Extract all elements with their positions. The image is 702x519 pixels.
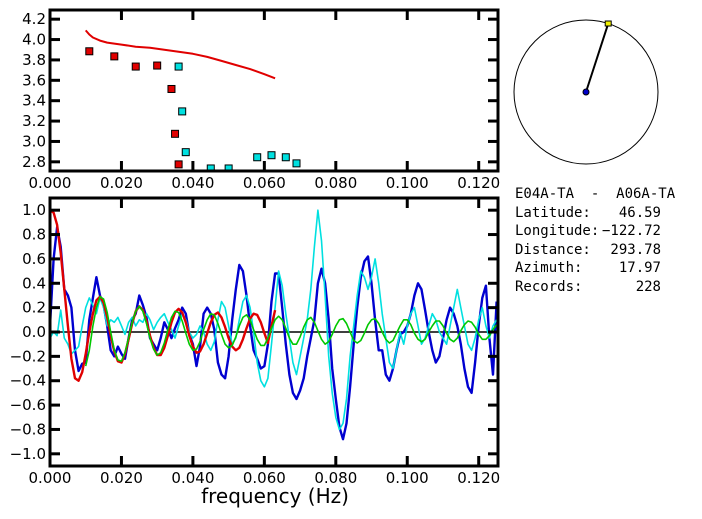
measured-red-point bbox=[153, 61, 162, 70]
info-row-records: Records: 228 bbox=[515, 278, 675, 297]
measured-cyan-point bbox=[224, 164, 233, 171]
x-tick-label: 0.080 bbox=[314, 469, 357, 487]
x-tick-label: 0.060 bbox=[243, 469, 286, 487]
x-tick-label: 0.100 bbox=[386, 174, 429, 192]
measured-cyan-point bbox=[292, 159, 301, 168]
measured-cyan-point bbox=[174, 62, 183, 71]
measured-cyan-point bbox=[178, 107, 187, 116]
info-label: Azimuth: bbox=[515, 260, 583, 276]
info-value: −122.72 bbox=[601, 223, 661, 239]
info-row-distance: Distance: 293.78 bbox=[515, 241, 675, 260]
y-tick-label: 0.4 bbox=[22, 274, 46, 292]
x-tick-label: 0.000 bbox=[29, 469, 72, 487]
info-row-longitude: Longitude: −122.72 bbox=[515, 222, 675, 241]
target-marker-icon bbox=[604, 20, 612, 27]
dispersion-tick-labels: 0.000 0.020 0.040 0.060 0.080 0.100 0.120 4.2 4.… bbox=[22, 10, 500, 192]
info-row-azimuth: Azimuth: 17.97 bbox=[515, 259, 675, 278]
y-tick-label: 0.8 bbox=[22, 226, 46, 244]
y-tick-label: −0.6 bbox=[10, 396, 46, 414]
y-tick-label: 4.0 bbox=[22, 31, 46, 49]
coherency-panel: 0.000 0.020 0.040 0.060 0.080 0.100 0.120 1.0 0.… bbox=[10, 196, 501, 508]
dispersion-ticks bbox=[50, 10, 498, 171]
y-tick-label: 3.6 bbox=[22, 71, 46, 89]
x-axis-title: frequency (Hz) bbox=[201, 484, 349, 508]
dispersion-series-layer bbox=[84, 29, 301, 171]
info-value: 17.97 bbox=[618, 260, 661, 276]
measured-red-point bbox=[171, 129, 180, 138]
info-value: 228 bbox=[635, 278, 661, 295]
x-tick-label: 0.120 bbox=[457, 174, 500, 192]
coherency-tick-labels: 0.000 0.020 0.040 0.060 0.080 0.100 0.120 1.0 0.… bbox=[10, 201, 501, 487]
measured-red-point bbox=[110, 52, 119, 61]
y-tick-label: 2.8 bbox=[22, 153, 46, 171]
model-real-line bbox=[50, 209, 277, 382]
x-tick-label: 0.080 bbox=[314, 174, 357, 192]
info-value: 293.78 bbox=[610, 241, 661, 258]
measured-cyan-point bbox=[253, 153, 262, 162]
azimuth-plot bbox=[513, 19, 659, 165]
station-info-panel: E04A-TA - A06A-TA Latitude: 46.59 Longitu… bbox=[515, 185, 675, 296]
y-tick-label: 0.6 bbox=[22, 250, 46, 268]
measured-red-point bbox=[131, 62, 140, 71]
y-tick-label: 0.0 bbox=[22, 323, 46, 341]
y-tick-label: −0.2 bbox=[10, 347, 46, 365]
x-tick-label: 0.040 bbox=[171, 469, 214, 487]
reference-curve-line bbox=[84, 29, 276, 80]
station-marker-icon bbox=[582, 88, 590, 96]
measured-red-point bbox=[167, 84, 176, 93]
azimuth-circle bbox=[513, 19, 659, 165]
y-tick-label: 3.4 bbox=[22, 92, 46, 110]
measured-cyan-point bbox=[281, 153, 290, 162]
x-tick-label: 0.020 bbox=[100, 469, 143, 487]
info-label: Longitude: bbox=[515, 223, 600, 239]
info-label: Distance: bbox=[515, 241, 591, 258]
y-tick-label: 1.0 bbox=[22, 201, 46, 219]
coherency-series-layer bbox=[50, 209, 498, 441]
info-row-latitude: Latitude: 46.59 bbox=[515, 204, 675, 223]
info-label: Records: bbox=[515, 278, 583, 295]
x-tick-label: 0.120 bbox=[457, 469, 500, 487]
y-tick-label: 0.2 bbox=[22, 299, 46, 317]
dispersion-frame bbox=[48, 8, 500, 173]
x-tick-label: 0.060 bbox=[243, 174, 286, 192]
measured-cyan-point bbox=[267, 151, 276, 160]
y-tick-label: 4.2 bbox=[22, 10, 46, 28]
y-tick-label: 3.8 bbox=[22, 51, 46, 69]
y-tick-label: −0.4 bbox=[10, 372, 46, 390]
info-label: Latitude: bbox=[515, 204, 591, 221]
measured-cyan-point bbox=[181, 148, 190, 157]
measured-red-point bbox=[174, 160, 183, 169]
model-alt-line bbox=[84, 295, 498, 367]
x-tick-label: 0.100 bbox=[386, 469, 429, 487]
y-tick-label: −0.8 bbox=[10, 420, 46, 438]
x-tick-label: 0.040 bbox=[171, 174, 214, 192]
azimuth-line bbox=[585, 23, 610, 93]
station-pair-title: E04A-TA - A06A-TA bbox=[515, 186, 676, 202]
y-tick-label: −1.0 bbox=[10, 445, 46, 463]
measured-cyan-point bbox=[206, 164, 215, 171]
y-tick-label: 3.2 bbox=[22, 112, 46, 130]
dispersion-panel: 0.000 0.020 0.040 0.060 0.080 0.100 0.120 4.2 4.… bbox=[22, 8, 500, 192]
coherency-ticks bbox=[50, 198, 498, 466]
measured-red-point bbox=[85, 47, 94, 56]
x-tick-label: 0.020 bbox=[100, 174, 143, 192]
x-tick-label: 0.000 bbox=[29, 174, 72, 192]
info-value: 46.59 bbox=[618, 204, 661, 221]
y-tick-label: 3.0 bbox=[22, 132, 46, 150]
